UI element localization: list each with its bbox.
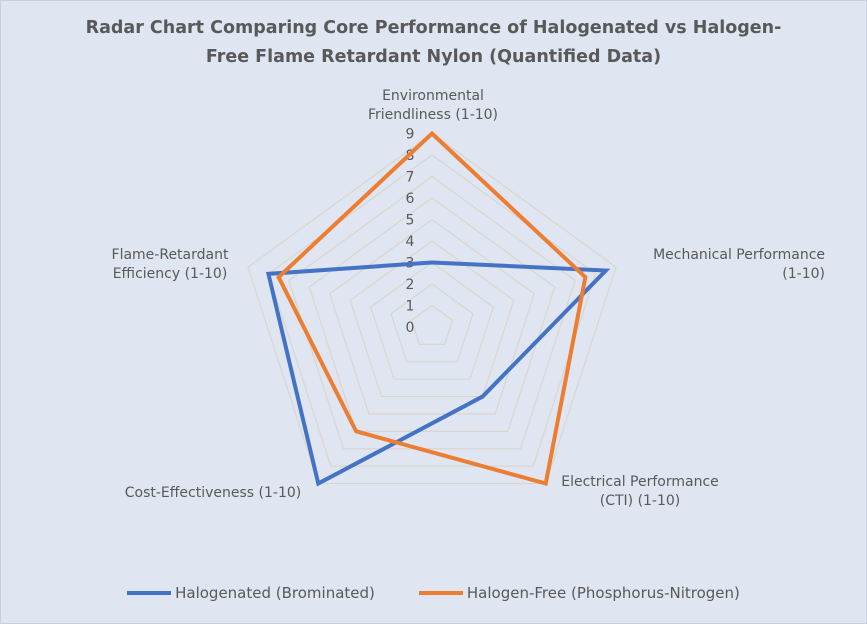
tick-label: 4 [406,234,415,250]
legend-item-halogenated[interactable]: Halogenated (Brominated) [127,584,375,602]
axis-label: Cost-Effectiveness (1-10) [125,485,301,501]
legend-label: Halogenated (Brominated) [175,584,375,602]
axis-label: Efficiency (1-10) [113,266,228,282]
axis-label: Environmental [382,88,484,104]
chart-title: Radar Chart Comparing Core Performance o… [0,14,867,72]
grid-ring [369,261,495,380]
axis-label: Mechanical Performance [653,247,825,263]
legend-item-halogen-free[interactable]: Halogen-Free (Phosphorus-Nitrogen) [418,584,740,602]
series-line-1 [276,130,588,487]
grid-ring [267,154,597,467]
chart-title-line-2: Free Flame Retardant Nylon (Quantified D… [205,47,662,67]
tick-label: 6 [406,191,415,207]
tick-label: 9 [406,127,415,143]
grid-ring [390,283,474,363]
grid-ring [247,132,617,485]
grid-ring [349,240,515,398]
tick-label: 7 [406,170,415,186]
axis-label: (CTI) (1-10) [600,493,681,509]
grid-ring [308,197,556,432]
legend-swatch-halogen-free [418,591,463,595]
axis-label: Electrical Performance [561,474,719,490]
chart-title-line-1: Radar Chart Comparing Core Performance o… [85,18,782,38]
axis-label: (1-10) [782,266,825,282]
axis-label: Friendliness (1-10) [368,107,498,123]
grid-ring [410,304,454,345]
tick-label: 0 [406,320,415,336]
grid-ring [288,175,576,450]
legend-swatch-halogenated [127,591,172,595]
tick-label: 2 [406,277,415,293]
legend-label: Halogen-Free (Phosphorus-Nitrogen) [466,584,740,602]
tick-label: 1 [406,299,415,315]
tick-label: 5 [406,213,415,229]
axis-label: Flame-Retardant [112,247,229,263]
legend: Halogenated (Brominated) Halogen-Free (P… [0,584,867,602]
grid-ring [329,218,535,415]
